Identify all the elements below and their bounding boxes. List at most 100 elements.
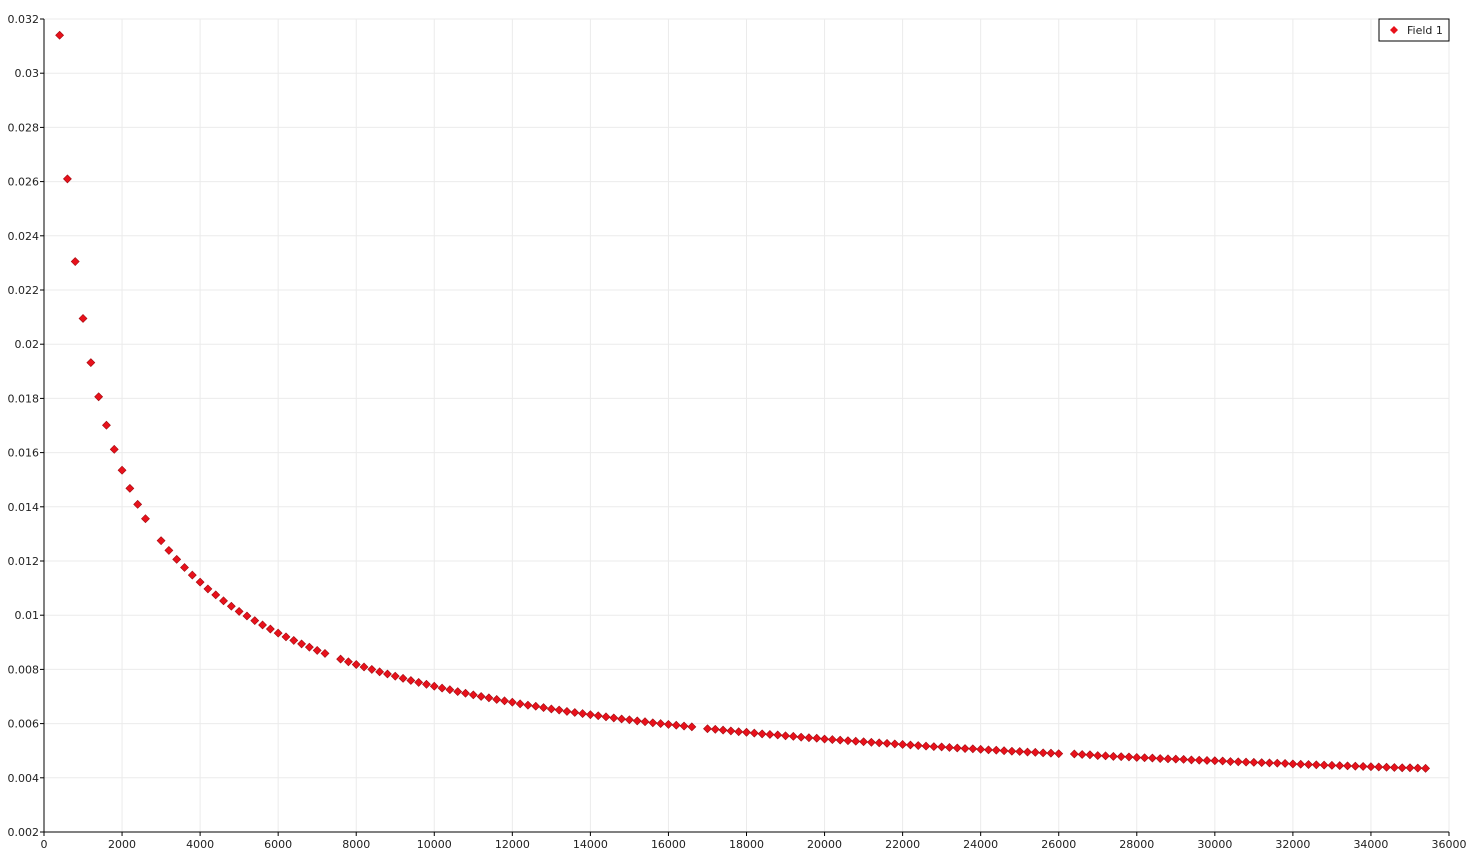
data-point <box>1038 748 1048 758</box>
data-point <box>1358 761 1368 771</box>
x-tick-label: 34000 <box>1353 838 1388 851</box>
data-point <box>1116 752 1126 762</box>
x-axis-ticks: 0 2000 4000 6000 8000 10000 12000 14000 16000 180… <box>41 832 1467 851</box>
data-point <box>765 730 775 739</box>
data-point <box>820 734 829 744</box>
data-point <box>468 690 478 700</box>
data-point <box>1311 760 1321 770</box>
data-point <box>796 732 806 742</box>
data-point <box>1124 752 1134 762</box>
data-point <box>133 499 143 509</box>
data-point <box>226 601 236 611</box>
data-point <box>406 676 416 685</box>
data-point <box>742 727 751 737</box>
x-tick-label: 18000 <box>729 838 764 851</box>
data-point <box>882 738 892 748</box>
data-point <box>1265 758 1274 768</box>
data-point <box>297 639 307 649</box>
data-point <box>429 681 439 691</box>
data-point <box>984 745 993 755</box>
data-point <box>289 635 299 645</box>
data-point <box>492 695 502 704</box>
y-tick-label: 0.026 <box>8 176 40 189</box>
data-point <box>437 683 447 693</box>
data-point <box>718 725 728 735</box>
data-point <box>375 667 385 677</box>
data-point <box>180 563 189 572</box>
x-tick-label: 22000 <box>885 838 920 851</box>
data-point <box>250 616 260 626</box>
x-tick-label: 20000 <box>807 838 842 851</box>
data-point <box>929 742 939 752</box>
y-tick-label: 0.018 <box>8 392 40 405</box>
data-point <box>281 632 291 642</box>
data-point <box>898 740 908 749</box>
data-point <box>164 546 174 555</box>
data-point <box>539 703 548 713</box>
data-point <box>1319 760 1329 770</box>
legend-label-field-1: Field 1 <box>1407 24 1443 37</box>
data-point <box>687 722 697 732</box>
data-point <box>664 719 673 729</box>
data-point <box>242 611 252 621</box>
data-point <box>734 727 744 737</box>
data-point <box>773 730 783 740</box>
data-point <box>1218 756 1228 766</box>
data-point <box>851 736 861 746</box>
data-point <box>156 536 166 546</box>
data-point <box>703 724 712 734</box>
data-point <box>94 392 104 402</box>
y-tick-label: 0.022 <box>8 284 40 297</box>
data-point <box>476 692 486 701</box>
x-tick-label: 30000 <box>1197 838 1232 851</box>
data-point <box>320 648 330 658</box>
x-tick-label: 32000 <box>1275 838 1310 851</box>
data-point <box>258 620 267 630</box>
data-point <box>1304 760 1313 769</box>
data-point <box>1030 747 1040 757</box>
data-point <box>1350 761 1360 771</box>
data-point <box>461 688 470 698</box>
x-tick-label: 12000 <box>495 838 530 851</box>
data-point <box>578 709 588 718</box>
data-point <box>1101 751 1110 761</box>
legend-box <box>1378 18 1450 42</box>
data-point <box>937 742 947 752</box>
data-point <box>343 657 353 667</box>
data-point <box>546 704 556 714</box>
y-tick-label: 0.024 <box>8 230 40 243</box>
x-tick-label: 4000 <box>186 838 214 851</box>
data-point <box>336 654 346 664</box>
data-point <box>1226 757 1235 766</box>
data-point <box>86 358 96 368</box>
data-point <box>1069 749 1079 759</box>
data-point <box>679 721 689 731</box>
y-tick-label: 0.008 <box>8 663 40 676</box>
data-point <box>195 577 205 587</box>
data-point <box>500 696 509 706</box>
data-point <box>968 744 978 754</box>
data-point <box>1327 760 1337 770</box>
data-point <box>781 731 790 741</box>
data-point <box>351 660 361 669</box>
data-point <box>312 646 322 655</box>
data-point <box>507 697 517 707</box>
data-point <box>304 642 314 652</box>
data-point <box>1140 753 1150 763</box>
y-tick-label: 0.014 <box>8 501 40 514</box>
data-point <box>874 738 884 748</box>
data-point <box>453 687 463 697</box>
data-point <box>804 733 814 743</box>
data-point <box>367 664 377 674</box>
y-tick-label: 0.006 <box>8 718 40 731</box>
data-point <box>78 314 88 323</box>
data-point <box>554 705 564 715</box>
data-point <box>1288 759 1298 769</box>
data-point <box>1413 763 1423 773</box>
data-point <box>1296 759 1306 769</box>
x-tick-label: 24000 <box>963 838 998 851</box>
data-point <box>1272 758 1282 768</box>
data-point <box>141 514 150 524</box>
data-point <box>523 700 533 710</box>
